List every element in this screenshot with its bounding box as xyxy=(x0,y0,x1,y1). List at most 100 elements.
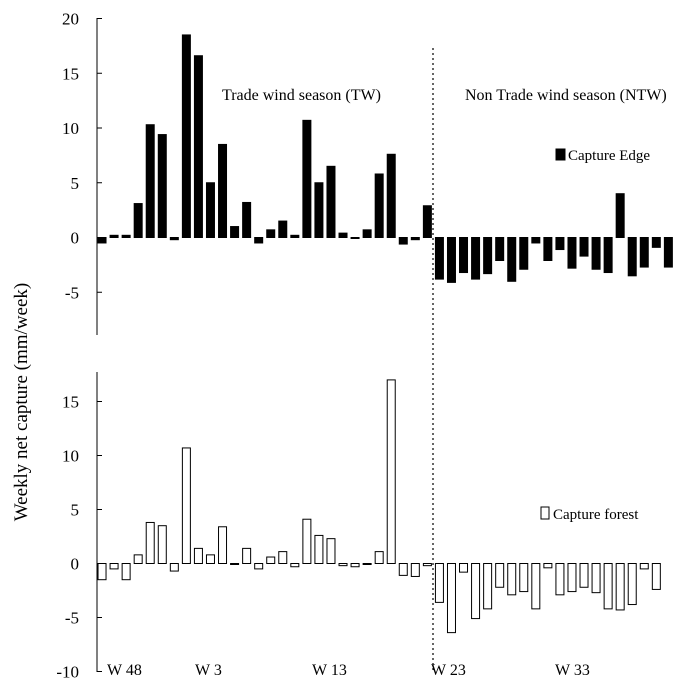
x-tick-label: W 3 xyxy=(195,662,222,679)
top-bar xyxy=(519,237,529,270)
bottom-bar xyxy=(386,379,396,564)
bottom-bar xyxy=(145,521,155,565)
bottom-bar xyxy=(254,563,264,570)
top-bar xyxy=(555,237,565,251)
bottom-bar xyxy=(471,563,481,620)
bottom-y-tick-label: 15 xyxy=(62,393,79,412)
top-bar xyxy=(326,165,336,238)
top-bar xyxy=(531,237,541,244)
top-bar xyxy=(398,237,408,245)
bottom-bar xyxy=(169,563,179,572)
top-y-tick-label: 20 xyxy=(62,10,79,29)
top-y-tick-label: 10 xyxy=(62,119,79,138)
bottom-bar xyxy=(338,563,348,567)
top-y-tick-label: 15 xyxy=(62,64,79,83)
top-bar xyxy=(362,229,372,238)
top-bar xyxy=(169,237,179,241)
bottom-bar xyxy=(374,551,384,564)
top-bar xyxy=(459,237,469,274)
bottom-y-tick-label: 0 xyxy=(71,555,80,574)
bottom-bar xyxy=(543,563,553,569)
top-bar xyxy=(422,205,432,238)
top-bar xyxy=(507,237,517,282)
non-trade-wind-season-label: Non Trade wind season (NTW) xyxy=(465,87,667,104)
top-bar xyxy=(97,237,107,244)
bottom-y-tick-label: -5 xyxy=(65,609,79,628)
bottom-bar xyxy=(326,538,336,564)
bottom-y-tick-label: 10 xyxy=(62,447,79,466)
x-tick-label: W 33 xyxy=(555,662,590,679)
bottom-bar xyxy=(181,447,191,564)
top-bar xyxy=(109,234,119,238)
bottom-bar xyxy=(242,547,252,565)
bottom-bar xyxy=(555,563,565,596)
x-tick-label: W 13 xyxy=(312,662,347,679)
bottom-bar xyxy=(97,563,107,581)
bottom-bar xyxy=(531,563,541,610)
bottom-bar xyxy=(266,556,276,565)
top-bar xyxy=(242,201,252,239)
bottom-bar xyxy=(218,526,228,565)
bottom-bar xyxy=(278,551,288,564)
bottom-bar xyxy=(302,518,312,564)
bottom-bar xyxy=(519,563,529,593)
top-bar xyxy=(483,237,493,275)
top-bar xyxy=(254,237,264,244)
top-bar xyxy=(471,237,481,280)
bottom-bar xyxy=(290,563,300,568)
legend-forest-label: Capture forest xyxy=(553,507,639,523)
bottom-bar xyxy=(446,563,456,634)
legend-edge-label: Capture Edge xyxy=(568,148,650,164)
trade-wind-season-label: Trade wind season (TW) xyxy=(222,87,381,104)
bottom-bar xyxy=(579,563,589,588)
bottom-bar xyxy=(157,525,167,565)
top-bar xyxy=(410,237,420,241)
top-bar xyxy=(495,237,505,261)
top-bar xyxy=(543,237,553,261)
top-bar xyxy=(181,34,191,239)
top-bar xyxy=(145,124,155,238)
top-bar xyxy=(205,182,215,238)
top-bar xyxy=(579,237,589,257)
bottom-bar xyxy=(133,554,143,564)
top-y-tick-label: 5 xyxy=(71,174,80,193)
top-bar xyxy=(615,193,625,238)
bottom-bar xyxy=(205,554,215,564)
top-bar xyxy=(651,237,661,248)
bottom-bar xyxy=(350,563,360,568)
top-bar xyxy=(278,220,288,238)
bottom-bar xyxy=(567,563,577,593)
bottom-bar xyxy=(483,563,493,610)
top-bar xyxy=(314,182,324,238)
bottom-bar xyxy=(109,563,119,570)
legend-forest-swatch xyxy=(540,506,550,520)
top-bar xyxy=(639,237,649,268)
top-bar xyxy=(446,237,456,283)
bottom-bar xyxy=(627,563,637,606)
top-bar xyxy=(350,237,360,239)
top-bar xyxy=(338,232,348,238)
bottom-bar xyxy=(121,563,131,581)
top-bar xyxy=(121,234,131,238)
legend-edge-swatch xyxy=(555,148,566,161)
bottom-y-tick-label: -10 xyxy=(56,663,79,682)
top-bar xyxy=(567,237,577,269)
bottom-bar xyxy=(362,563,372,565)
top-bar xyxy=(157,134,167,239)
bottom-bar xyxy=(230,563,240,565)
bottom-bar xyxy=(639,563,649,570)
bottom-bar xyxy=(651,563,661,590)
top-bar xyxy=(627,237,637,277)
bottom-bar xyxy=(398,563,408,576)
top-bar xyxy=(218,143,228,238)
bottom-bar xyxy=(410,563,420,577)
bottom-bar xyxy=(314,534,324,564)
x-tick-label: W 48 xyxy=(107,662,142,679)
top-y-tick-label: -5 xyxy=(65,283,79,302)
top-bar xyxy=(302,119,312,238)
x-tick-label: W 23 xyxy=(431,662,466,679)
bottom-bar xyxy=(422,563,432,567)
top-bar xyxy=(193,55,203,239)
